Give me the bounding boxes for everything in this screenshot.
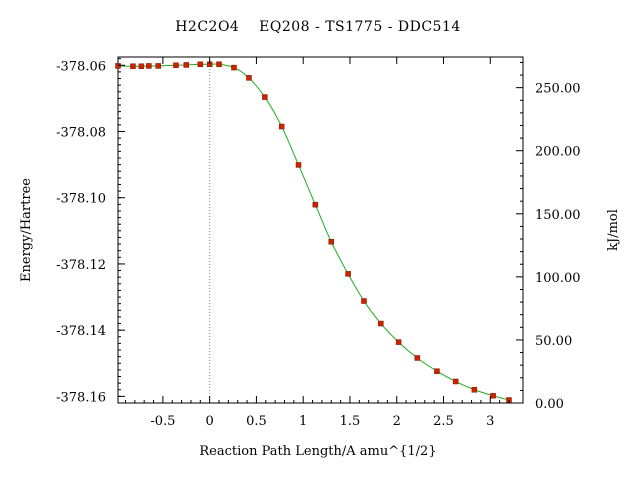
data-point [452,378,459,385]
x-tick-label: 1 [299,414,307,429]
y2-tick-label: 100.00 [535,271,581,286]
x-tick-label: 2 [393,414,401,429]
data-point [395,339,402,345]
data-point [490,392,496,399]
y-tick-label: -378.08 [56,125,106,140]
y2-axis-label: kJ/mol [606,209,621,251]
y-tick-label: -378.14 [56,324,106,339]
x-tick-label: 3 [486,414,494,429]
data-point [378,320,384,327]
x-tick-label: 1.5 [340,414,361,429]
data-point [130,63,136,70]
x-tick-label: -0.5 [150,414,175,429]
y2-tick-label: 150.00 [535,208,581,223]
data-point [278,123,285,130]
data-point [345,271,351,277]
data-point [414,355,421,361]
data-point [471,387,478,393]
data-point [262,94,268,100]
data-point [183,62,190,68]
chart-title: H2C2O4 EQ208 - TS1775 - DDC514 [175,19,461,35]
y2-tick-label: 250.00 [535,82,581,97]
x-tick-label: 0 [206,414,214,429]
y-tick-label: -378.06 [56,59,106,74]
data-point [328,239,335,245]
data-point [216,61,222,68]
data-point [197,61,204,68]
data-point [434,368,440,374]
data-point [138,63,145,70]
data-point [155,63,161,69]
y-axis-right: 0.00 50.00 100.00 150.00 200.00 250.00 [516,61,581,412]
data-point [295,162,302,168]
marker-layer [115,61,512,403]
series-layer [117,63,510,401]
plot-frame [117,56,524,404]
data-point [146,63,152,69]
data-point [231,64,237,71]
data-point [246,75,252,81]
y-axis-label: Energy/Hartree [19,178,34,282]
y2-tick-label: 0.00 [535,397,564,412]
y-tick-label: -378.12 [56,258,106,273]
data-point [115,63,121,69]
x-axis-label: Reaction Path Length/A amu^{1/2} [199,444,436,459]
y2-tick-label: 50.00 [535,334,572,349]
data-point [361,298,367,304]
y2-tick-label: 200.00 [535,145,581,160]
y-tick-label: -378.10 [56,192,106,207]
y-axis-left: -378.06 -378.08 -378.10 -378.12 -378.14 -378.… [56,58,125,405]
y-tick-label: -378.16 [56,390,106,405]
data-point [173,62,179,69]
series-line [117,63,510,401]
x-tick-label: 0.5 [246,414,267,429]
x-axis: -0.5 0 0.5 1 1.5 2 2.5 3 [124,57,510,429]
x-tick-label: 2.5 [433,414,454,429]
data-point [312,201,319,208]
